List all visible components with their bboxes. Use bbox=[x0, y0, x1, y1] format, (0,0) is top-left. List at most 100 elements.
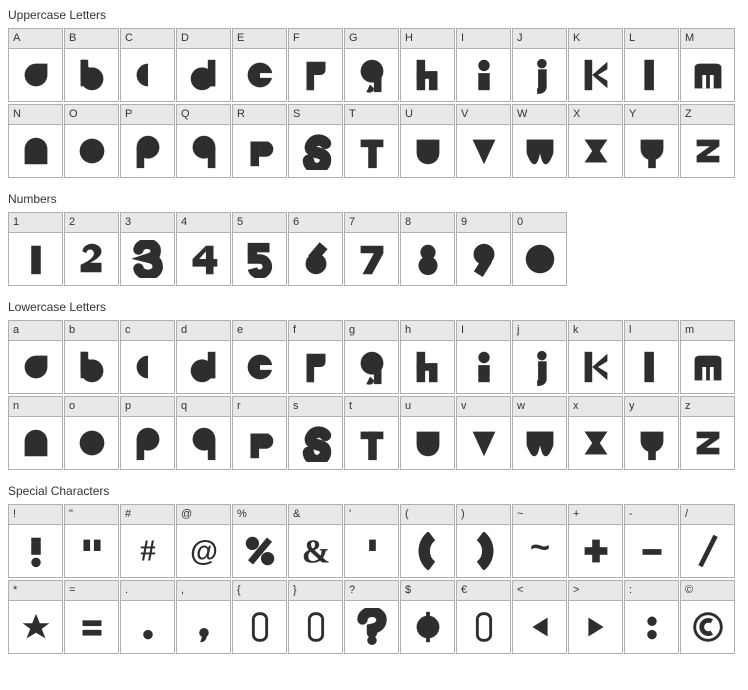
glyph-cell: l bbox=[624, 320, 679, 394]
glyph-icon bbox=[345, 417, 398, 469]
glyph-label: j bbox=[513, 321, 566, 341]
glyph-label: k bbox=[569, 321, 622, 341]
glyph-label: l bbox=[625, 321, 678, 341]
section-title: Uppercase Letters bbox=[8, 8, 740, 22]
glyph-label: > bbox=[569, 581, 622, 601]
glyph-cell: W bbox=[512, 104, 567, 178]
glyph-icon bbox=[9, 525, 62, 577]
glyph-icon bbox=[345, 601, 398, 653]
glyph-cell: f bbox=[288, 320, 343, 394]
glyph-label: © bbox=[681, 581, 734, 601]
glyph-icon: & bbox=[289, 525, 342, 577]
glyph-icon bbox=[401, 417, 454, 469]
glyph-cell: g bbox=[344, 320, 399, 394]
glyph-label: 9 bbox=[457, 213, 510, 233]
glyph-icon bbox=[401, 601, 454, 653]
glyph-cell: j bbox=[512, 320, 567, 394]
glyph-label: 8 bbox=[401, 213, 454, 233]
glyph-cell: - bbox=[624, 504, 679, 578]
glyph-label: 4 bbox=[177, 213, 230, 233]
glyph-label: 0 bbox=[513, 213, 566, 233]
glyph-icon bbox=[289, 49, 342, 101]
glyph-cell: r bbox=[232, 396, 287, 470]
glyph-label: u bbox=[401, 397, 454, 417]
glyph-label: m bbox=[681, 321, 734, 341]
glyph-icon bbox=[233, 417, 286, 469]
glyph-icon bbox=[233, 525, 286, 577]
glyph-cell: Z bbox=[680, 104, 735, 178]
glyph-cell: ' bbox=[344, 504, 399, 578]
glyph-label: @ bbox=[177, 505, 230, 525]
glyph-grid: abcdefghIjklmnopqrstuvwxyz bbox=[8, 320, 740, 472]
glyph-label: x bbox=[569, 397, 622, 417]
glyph-cell: 9 bbox=[456, 212, 511, 286]
glyph-label: Z bbox=[681, 105, 734, 125]
glyph-label: I bbox=[457, 29, 510, 49]
glyph-icon bbox=[233, 49, 286, 101]
glyph-cell: B bbox=[64, 28, 119, 102]
glyph-label: K bbox=[569, 29, 622, 49]
glyph-icon bbox=[457, 49, 510, 101]
glyph-icon bbox=[625, 417, 678, 469]
glyph-label: P bbox=[121, 105, 174, 125]
glyph-label: I bbox=[457, 321, 510, 341]
glyph-icon bbox=[457, 125, 510, 177]
glyph-label: ? bbox=[345, 581, 398, 601]
glyph-icon bbox=[65, 125, 118, 177]
glyph-icon bbox=[681, 49, 734, 101]
glyph-cell: Y bbox=[624, 104, 679, 178]
glyph-cell: J bbox=[512, 28, 567, 102]
glyph-label: & bbox=[289, 505, 342, 525]
glyph-cell: y bbox=[624, 396, 679, 470]
glyph-icon bbox=[9, 417, 62, 469]
glyph-icon bbox=[345, 49, 398, 101]
glyph-icon bbox=[121, 49, 174, 101]
glyph-icon bbox=[401, 233, 454, 285]
glyph-label: A bbox=[9, 29, 62, 49]
svg-text:~: ~ bbox=[530, 532, 550, 567]
glyph-cell: a bbox=[8, 320, 63, 394]
glyph-label: O bbox=[65, 105, 118, 125]
glyph-label: ~ bbox=[513, 505, 566, 525]
glyph-label: T bbox=[345, 105, 398, 125]
glyph-icon bbox=[233, 233, 286, 285]
glyph-label: 3 bbox=[121, 213, 174, 233]
glyph-label: F bbox=[289, 29, 342, 49]
glyph-cell: M bbox=[680, 28, 735, 102]
glyph-cell: c bbox=[120, 320, 175, 394]
glyph-cell: N bbox=[8, 104, 63, 178]
font-chart: Uppercase LettersABCDEFGHIJKLMNOPQRSTUVW… bbox=[8, 8, 740, 656]
glyph-cell: t bbox=[344, 396, 399, 470]
glyph-cell: 7 bbox=[344, 212, 399, 286]
glyph-cell: + bbox=[568, 504, 623, 578]
glyph-icon bbox=[65, 417, 118, 469]
glyph-cell: C bbox=[120, 28, 175, 102]
glyph-label: C bbox=[121, 29, 174, 49]
glyph-icon bbox=[177, 125, 230, 177]
glyph-icon bbox=[121, 233, 174, 285]
glyph-cell: $ bbox=[400, 580, 455, 654]
glyph-label: B bbox=[65, 29, 118, 49]
glyph-label: ' bbox=[345, 505, 398, 525]
glyph-cell: 4 bbox=[176, 212, 231, 286]
glyph-icon bbox=[513, 125, 566, 177]
glyph-label: E bbox=[233, 29, 286, 49]
glyph-icon bbox=[121, 601, 174, 653]
glyph-icon bbox=[513, 417, 566, 469]
glyph-cell: p bbox=[120, 396, 175, 470]
glyph-icon: ~ bbox=[513, 525, 566, 577]
glyph-label: 5 bbox=[233, 213, 286, 233]
glyph-icon bbox=[513, 233, 566, 285]
glyph-cell: 3 bbox=[120, 212, 175, 286]
glyph-icon bbox=[625, 125, 678, 177]
glyph-icon bbox=[65, 525, 118, 577]
glyph-cell: A bbox=[8, 28, 63, 102]
glyph-label: . bbox=[121, 581, 174, 601]
glyph-icon bbox=[625, 525, 678, 577]
glyph-cell: h bbox=[400, 320, 455, 394]
glyph-icon bbox=[401, 125, 454, 177]
glyph-icon bbox=[681, 341, 734, 393]
glyph-cell: G bbox=[344, 28, 399, 102]
glyph-icon bbox=[513, 341, 566, 393]
glyph-icon bbox=[513, 49, 566, 101]
